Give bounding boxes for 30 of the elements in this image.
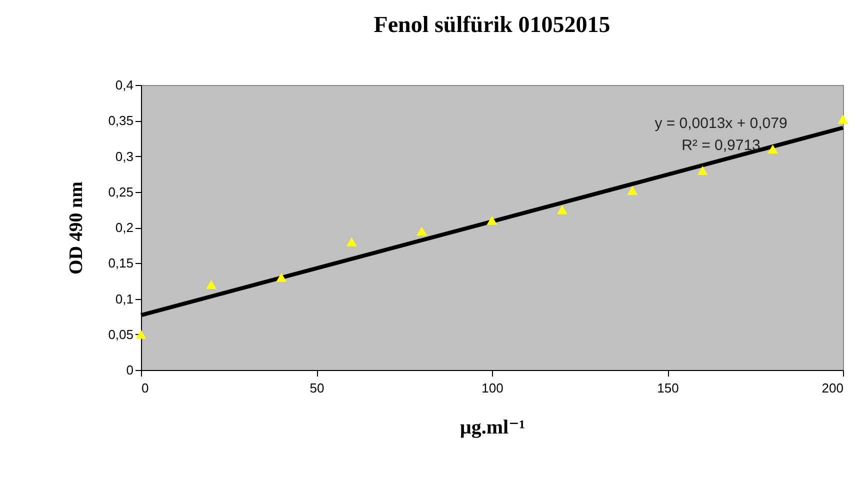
y-tick-label: 0,3 — [115, 148, 134, 164]
y-tick-label: 0,05 — [108, 326, 134, 342]
point — [838, 114, 848, 124]
point — [346, 237, 357, 246]
point — [556, 205, 568, 214]
point — [276, 272, 287, 282]
y-axis-title: OD 490 nm — [66, 181, 88, 274]
y-tick-label: 0,4 — [115, 78, 134, 92]
annotation: y = 0,0013x + 0,079 — [654, 115, 788, 132]
annotation: R² = 0,9713 — [682, 137, 760, 154]
point — [486, 216, 498, 225]
x-axis-title: µg.ml⁻¹ — [460, 416, 526, 438]
y-tick-label: 0,25 — [108, 184, 134, 200]
x-tick-label: 50 — [310, 380, 324, 396]
point — [136, 330, 146, 339]
point — [627, 186, 638, 195]
x-tick-label: 100 — [482, 380, 504, 396]
y-tick-label: 0,35 — [108, 113, 134, 128]
x-tick-label: 200 — [822, 380, 844, 396]
point — [697, 166, 708, 176]
chart-title: Fenol sülfürik 01052015 — [374, 12, 610, 37]
y-tick-label: 0,15 — [108, 256, 134, 271]
y-tick-label: 0 — [126, 362, 134, 378]
y-tick-label: 0,1 — [115, 291, 134, 306]
x-tick-label: 150 — [657, 380, 679, 396]
point — [206, 280, 216, 290]
y-tick-label: 0,2 — [115, 220, 134, 235]
x-tick-label: 0 — [142, 380, 149, 396]
point — [768, 144, 778, 154]
point — [416, 226, 428, 236]
